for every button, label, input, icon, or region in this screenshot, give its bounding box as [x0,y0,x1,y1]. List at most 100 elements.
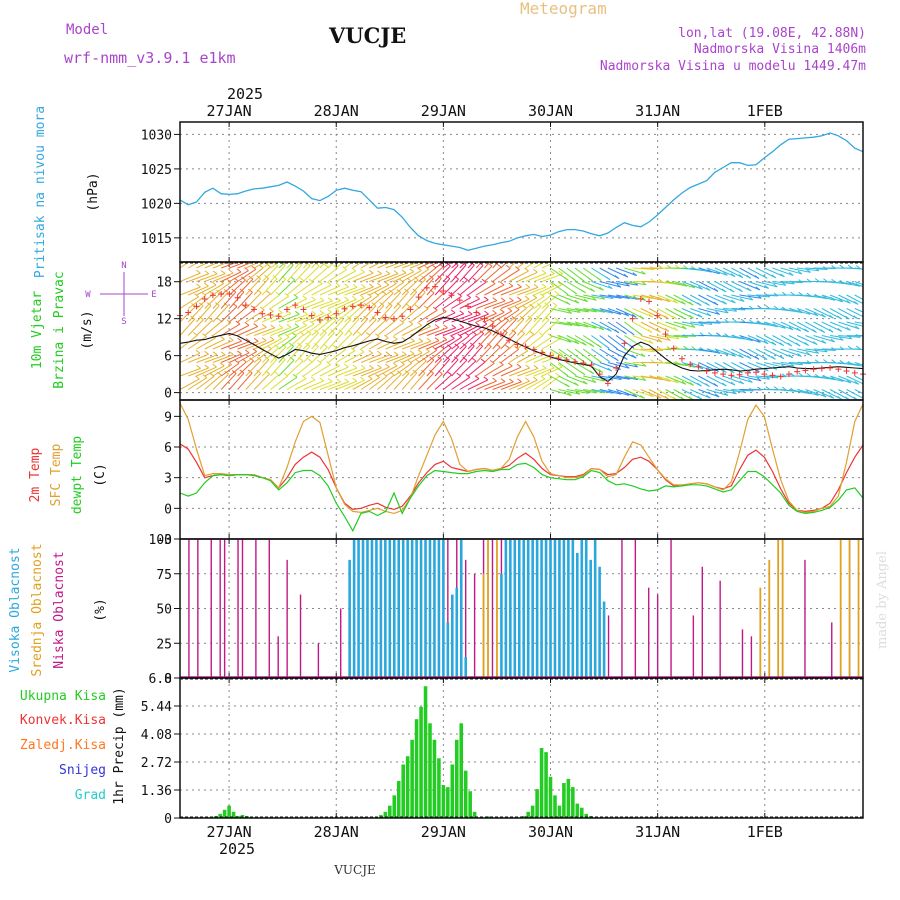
wind-arrow-head [377,270,382,275]
wind-arrow-head [524,267,529,272]
wind-arrow [706,375,727,387]
wind-arrow [607,375,630,380]
wind-arrow-head [260,306,265,311]
wind-arrow [401,291,418,309]
wind-arrow [212,322,232,336]
wind-arrow-head [504,316,509,321]
wind-arrow [286,280,305,296]
wind-arrow-head [487,343,492,347]
wind-arrow [599,389,622,395]
wind-arrow-head [691,346,697,350]
wind-arrow-head [806,372,812,377]
cloud-mid-title: Srednja Oblacnost [30,543,45,676]
wind-arrow [294,345,311,363]
wind-arrow-head [871,314,875,317]
wind-arrow-head [212,363,217,368]
precip-bar [557,805,562,818]
wind-arrow [377,292,394,309]
wind-arrow-head [246,257,250,260]
wind-arrow [829,308,850,320]
wind-arrow [410,372,426,390]
wind-arrow [261,374,279,390]
wind-arrow [508,270,529,282]
wind-arrow-head [549,282,555,287]
wind-arrow-head [327,378,333,383]
wind-arrow-head [385,363,390,368]
wind-arrow-head [380,317,386,321]
wind-arrow [402,262,420,269]
wind-arrow-head [853,300,859,305]
wind-arrow [434,327,456,336]
wind-arrow [451,335,470,350]
wind-arrow [681,389,702,400]
wind-arrow [484,311,505,323]
wind-arrow-head [359,348,365,353]
wind-arrow [385,262,403,269]
compass-west: W [85,290,91,300]
bottom-day-labels: 27JAN 28JAN 29JAN 30JAN 31JAN 1FEB [207,823,783,841]
wind-arrow-head [854,325,860,330]
wind-arrow-head [738,288,743,293]
wind-arrow-head [293,294,299,298]
wind-arrow [533,273,555,282]
wind-arrow [591,281,613,290]
wind-arrow [344,271,365,282]
wind-arrow [237,340,259,350]
wind-arrow [377,283,397,296]
wind-arrow-head [580,358,585,363]
wind-arrow [180,262,190,269]
wind-arrow-head [588,277,593,282]
wind-arrow-head [865,347,869,350]
pressure-unit: (hPa) [86,172,101,211]
wind-arrow [245,372,262,390]
wind-arrow [723,308,746,311]
wind-arrow-head [632,272,638,276]
wind-arrow [780,335,801,347]
wind-arrow [821,389,842,400]
wind-arrow [261,359,278,377]
wind-arrow-head [351,267,356,272]
wind-arrow [270,313,292,323]
wind-arrow-head [517,283,522,288]
wind-arrow [739,267,760,279]
wind-arrow [385,373,402,390]
wind-arrow-head [199,316,204,320]
wind-arrow-head [707,332,713,336]
wind-arrow-head [533,365,539,369]
wind-arrow-head [681,380,687,385]
wind-arrow-head [414,304,420,309]
wind-arrow [319,347,337,363]
wind-arrow-head [396,302,402,307]
wind-arrow [714,375,736,386]
wind-arrow-head [797,270,803,275]
wind-arrow [459,298,480,309]
temp-dewpt-title: dewpt Temp [70,436,85,514]
wind-arrow [755,267,776,279]
wind-arrow [369,284,390,296]
wind-arrow [706,308,729,314]
wind-arrow-head [294,323,300,328]
wind-arrow-head [376,282,382,287]
wind-arrow [780,348,802,357]
compass-south: S [121,317,126,327]
wind-arrow-head [376,254,380,257]
wind-arrow-head [483,296,489,301]
wind-arrow [484,332,500,350]
wind-arrow [311,381,333,390]
wind-arrow [344,262,353,269]
wind-arrow [583,375,605,382]
wind-arrow [401,325,422,336]
wind-arrow [624,308,645,320]
wind-arrow [401,270,422,282]
wind-arrow-head [629,331,635,336]
wind-arrow [574,294,597,301]
wind-arrow [475,362,495,377]
wind-arrow [624,267,646,275]
wind-arrow [747,294,770,298]
wind-arrow [492,310,512,323]
wind-arrow [278,376,298,390]
wind-arrow-head [614,357,619,362]
year-bottom: 2025 [219,840,255,858]
wind-arrow-head [558,351,563,356]
wind-arrow [583,294,605,300]
